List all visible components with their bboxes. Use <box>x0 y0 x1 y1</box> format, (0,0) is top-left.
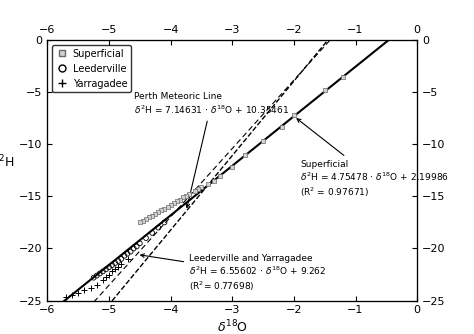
Point <box>157 207 165 213</box>
Point <box>108 263 116 268</box>
Point <box>105 265 113 270</box>
Point <box>130 246 137 251</box>
Point <box>99 269 107 274</box>
Point <box>90 275 98 280</box>
Point <box>164 204 172 209</box>
Point <box>136 240 144 246</box>
Point <box>93 282 100 288</box>
Point <box>339 74 347 79</box>
Point <box>62 295 70 300</box>
Point <box>167 202 174 207</box>
Point <box>99 277 107 283</box>
Point <box>185 192 193 197</box>
Point <box>259 139 267 144</box>
Point <box>198 184 205 190</box>
Point <box>210 178 218 183</box>
Point <box>216 173 224 178</box>
Point <box>118 262 125 267</box>
Point <box>120 253 128 259</box>
Point <box>118 256 125 262</box>
Text: Perth Meteoric Line
$\delta^2$H = 7.14631 $\cdot$ $\delta^{18}$O + 10.35461: Perth Meteoric Line $\delta^2$H = 7.1463… <box>134 92 289 207</box>
Point <box>191 188 199 194</box>
Point <box>136 220 144 225</box>
Text: Leederville and Yarragadee
$\delta^2$H = 6.55602 $\cdot$ $\delta^{18}$O + 9.262
: Leederville and Yarragadee $\delta^2$H =… <box>141 254 327 293</box>
Point <box>321 88 328 93</box>
Point <box>102 267 109 272</box>
Point <box>87 286 94 291</box>
Point <box>182 194 190 199</box>
Point <box>96 271 103 276</box>
Text: Superficial
$\delta^2$H = 4.75478 $\cdot$ $\delta^{18}$O + 2.19986
(R$^2$ = 0.97: Superficial $\delta^2$H = 4.75478 $\cdot… <box>297 119 449 199</box>
Point <box>142 217 150 222</box>
Point <box>170 200 177 205</box>
Point <box>152 211 159 217</box>
Point <box>139 219 147 224</box>
Point <box>278 124 285 129</box>
Point <box>176 197 183 202</box>
Point <box>102 274 109 279</box>
Point <box>114 265 122 270</box>
Point <box>161 206 168 211</box>
Point <box>114 258 122 264</box>
Point <box>148 213 156 219</box>
Point <box>124 251 131 257</box>
Point <box>194 186 202 192</box>
Point <box>148 230 156 235</box>
Point <box>111 267 119 272</box>
Point <box>155 209 162 215</box>
Point <box>145 214 153 220</box>
Y-axis label: $\delta^2$H: $\delta^2$H <box>0 154 15 170</box>
Point <box>124 256 131 262</box>
Point <box>68 293 76 298</box>
Point <box>142 235 150 241</box>
Point <box>111 261 119 266</box>
Point <box>155 225 162 230</box>
Point <box>108 269 116 274</box>
Point <box>179 195 187 200</box>
Point <box>133 244 140 249</box>
Point <box>290 113 298 118</box>
Point <box>161 220 168 225</box>
Point <box>81 288 88 293</box>
Point <box>241 152 248 157</box>
Point <box>74 291 82 296</box>
Point <box>127 249 135 254</box>
X-axis label: $\delta^{18}$O: $\delta^{18}$O <box>217 318 248 334</box>
Legend: Superficial, Leederville, Yarragadee: Superficial, Leederville, Yarragadee <box>52 45 131 93</box>
Point <box>204 181 211 187</box>
Point <box>105 272 113 277</box>
Point <box>93 273 100 278</box>
Point <box>173 198 181 203</box>
Point <box>228 165 236 170</box>
